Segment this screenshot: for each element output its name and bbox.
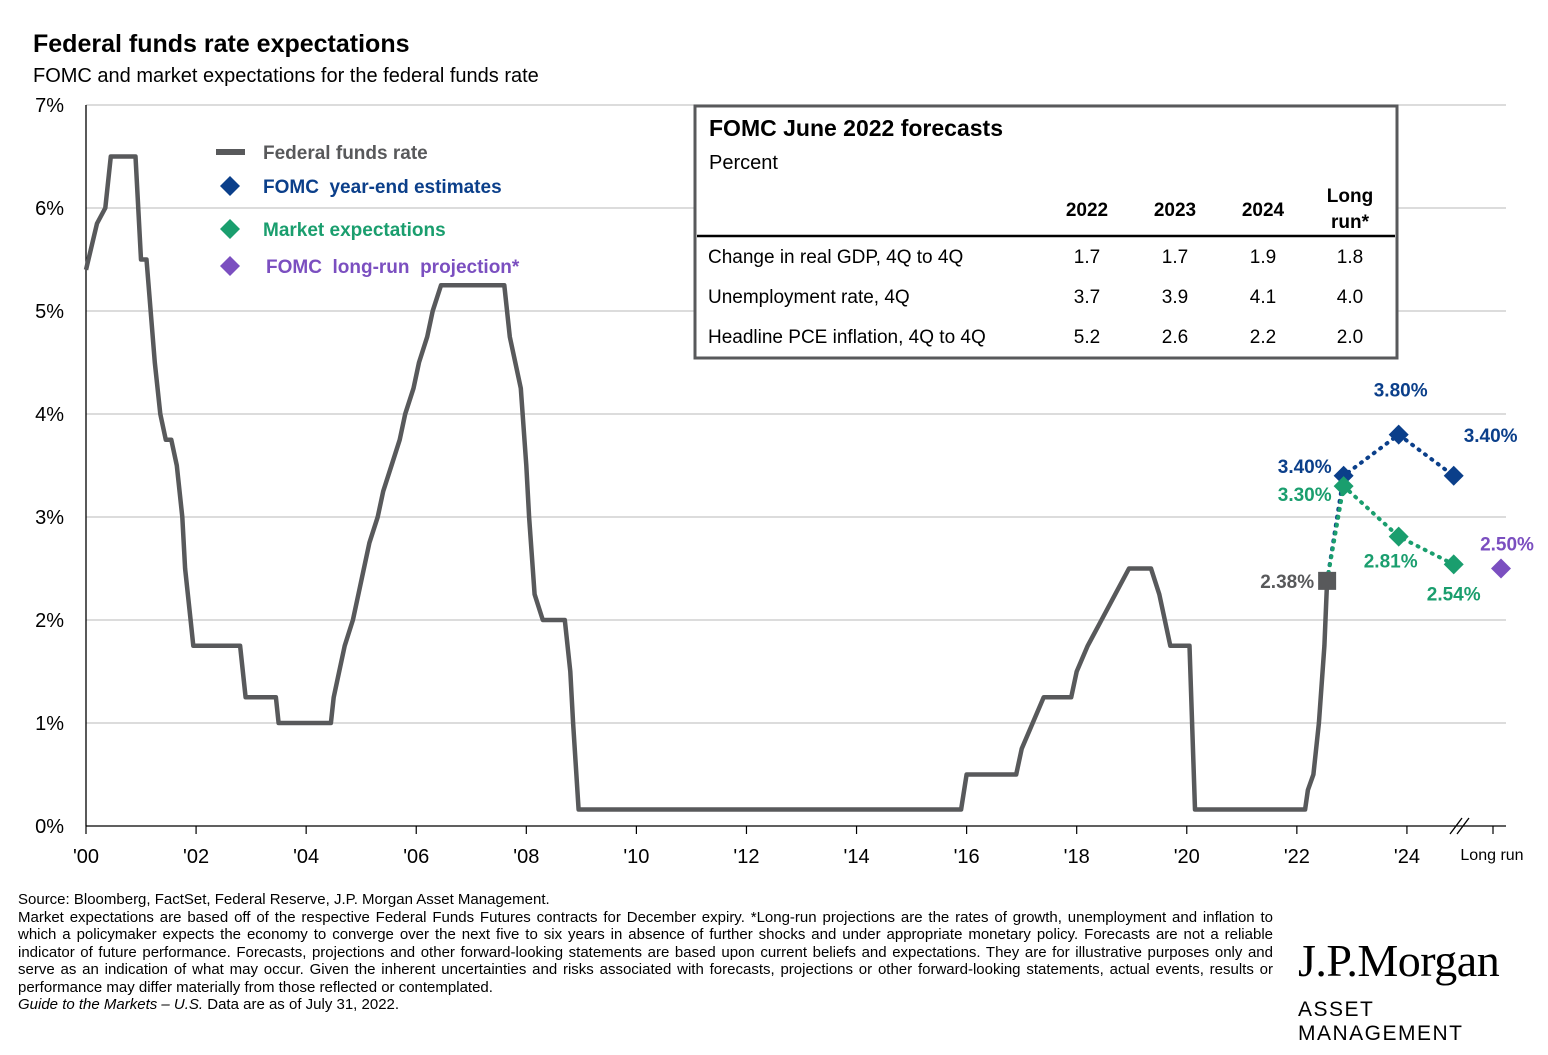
x-tick-label: '02: [183, 846, 209, 868]
market-expectation-marker: [1388, 526, 1409, 547]
x-tick-label-longrun: Long run: [1460, 847, 1523, 864]
long-run-projection-label: 2.50%: [1480, 535, 1534, 556]
x-tick-label: '08: [513, 846, 539, 868]
legend-label: FOMC year-end estimates: [263, 177, 502, 198]
legend-diamond-swatch: [220, 256, 240, 276]
x-tick-label: '20: [1174, 846, 1200, 868]
forecast-col-header: 2022: [1066, 200, 1108, 221]
legend-label: Market expectations: [263, 220, 446, 241]
y-tick-label: 1%: [35, 713, 64, 735]
y-tick-label: 6%: [35, 198, 64, 220]
jpmorgan-logo: J.P.Morgan ASSET MANAGEMENT: [1298, 938, 1530, 1046]
axis-break-mark: [1449, 817, 1463, 835]
forecast-table-subtitle: Percent: [709, 152, 778, 174]
x-tick-label: '00: [73, 846, 99, 868]
chart-subtitle: FOMC and market expectations for the fed…: [33, 65, 539, 87]
guide-title: Guide to the Markets – U.S.: [18, 996, 204, 1013]
footnote-body: Market expectations are based off of the…: [18, 908, 1273, 996]
forecast-col-header: run*: [1331, 212, 1370, 233]
forecast-cell: 4.0: [1337, 287, 1363, 308]
current-rate-label: 2.38%: [1260, 572, 1314, 593]
y-tick-label: 7%: [35, 95, 64, 117]
legend-label: Federal funds rate: [263, 143, 428, 164]
logo-wordmark: J.P.Morgan: [1298, 935, 1500, 986]
y-tick-label: 3%: [35, 507, 64, 529]
forecast-cell: 5.2: [1074, 327, 1100, 348]
fomc-estimate-marker: [1443, 465, 1464, 486]
x-tick-label: '12: [733, 846, 759, 868]
forecast-cell: 2.2: [1250, 327, 1276, 348]
y-tick-label: 0%: [35, 816, 64, 838]
forecast-cell: 1.7: [1162, 247, 1188, 268]
forecast-row-label: Headline PCE inflation, 4Q to 4Q: [708, 327, 986, 348]
footnote-guide: Guide to the Markets – U.S. Data are as …: [18, 996, 1273, 1014]
forecast-cell: 1.7: [1074, 247, 1100, 268]
y-tick-label: 2%: [35, 610, 64, 632]
long-run-projection-marker: [1491, 558, 1511, 579]
chart-canvas: 0% 1% 2% 3% 4% 5% 6% 7% '00 '02 '04 '06 '08 '10 '12 '14…: [35, 95, 1534, 868]
footnote-source: Source: Bloomberg, FactSet, Federal Rese…: [18, 891, 550, 908]
legend-label: FOMC long-run projection*: [266, 257, 520, 278]
forecast-table-title: FOMC June 2022 forecasts: [709, 115, 1003, 141]
fomc-estimate-label: 3.40%: [1278, 457, 1332, 478]
forecast-cell: 3.9: [1162, 287, 1188, 308]
forecast-cell: 1.8: [1337, 247, 1363, 268]
forecast-row-label: Unemployment rate, 4Q: [708, 287, 910, 308]
forecast-cell: 2.6: [1162, 327, 1188, 348]
fomc-estimate-label: 3.80%: [1374, 381, 1428, 402]
x-tick-label: '24: [1394, 846, 1420, 868]
forecast-col-header: Long: [1327, 186, 1373, 207]
market-expectations-dotted-line: [1325, 482, 1456, 583]
logo-subtitle: ASSET MANAGEMENT: [1298, 998, 1464, 1045]
x-tick-label: '14: [844, 846, 870, 868]
axis-break-mark: [1456, 817, 1470, 835]
x-tick-label: '04: [293, 846, 319, 868]
fomc-estimate-marker: [1333, 465, 1354, 486]
legend-diamond-swatch: [220, 176, 240, 196]
y-tick-label: 4%: [35, 404, 64, 426]
legend-diamond-swatch: [220, 219, 240, 239]
forecast-cell: 2.0: [1337, 327, 1363, 348]
forecast-col-header: 2024: [1242, 200, 1285, 221]
market-expectation-label: 3.30%: [1278, 485, 1332, 506]
fomc-estimates-dotted-line: [1325, 432, 1456, 583]
guide-date: Data are as of July 31, 2022.: [203, 996, 400, 1013]
market-expectation-marker: [1443, 554, 1464, 575]
chart-title: Federal funds rate expectations: [33, 30, 410, 58]
x-tick-label: '22: [1284, 846, 1310, 868]
forecast-cell: 4.1: [1250, 287, 1276, 308]
footnote: Source: Bloomberg, FactSet, Federal Rese…: [18, 891, 1273, 1014]
market-expectation-label: 2.81%: [1364, 552, 1418, 573]
forecast-col-header: 2023: [1154, 200, 1196, 221]
current-rate-marker: [1318, 571, 1337, 590]
market-expectation-label: 2.54%: [1427, 584, 1481, 605]
forecast-row-label: Change in real GDP, 4Q to 4Q: [708, 247, 963, 268]
x-tick-label: '10: [623, 846, 649, 868]
x-tick-label: '18: [1064, 846, 1090, 868]
forecast-table-box: [693, 104, 1399, 360]
y-tick-label: 5%: [35, 301, 64, 323]
fomc-estimate-label: 3.40%: [1464, 426, 1518, 447]
x-tick-label: '16: [954, 846, 980, 868]
market-expectation-marker: [1333, 476, 1354, 497]
fed-funds-rate-line: [83, 154, 1330, 812]
x-tick-label: '06: [403, 846, 429, 868]
forecast-cell: 3.7: [1074, 287, 1100, 308]
forecast-cell: 1.9: [1250, 247, 1276, 268]
fomc-estimate-marker: [1388, 424, 1409, 445]
